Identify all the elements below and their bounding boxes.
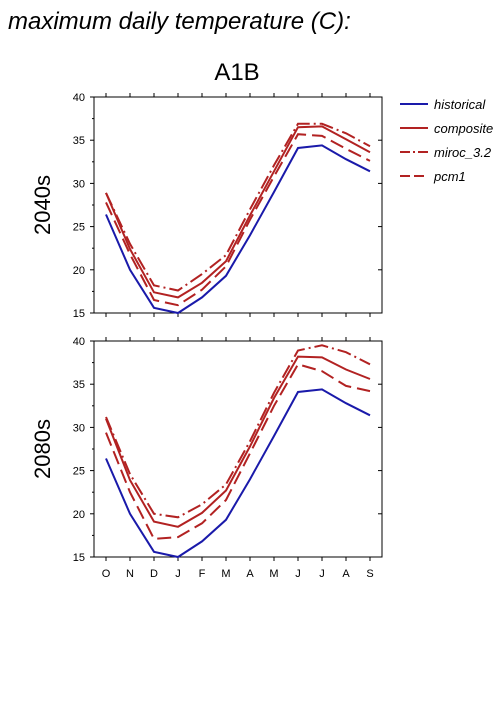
y-tick-label: 25 [73, 466, 85, 478]
series-line-composite [105, 355, 371, 528]
panel-label: 2040s [30, 175, 55, 235]
series-line-miroc_3.2 [105, 122, 371, 292]
y-tick-label: 20 [73, 509, 85, 521]
series-line-composite [105, 125, 371, 299]
panel-2080s: 15 20 25 30 35 40 O N D J F M A M J J A S 2080s [30, 336, 383, 580]
y-tick-label: 20 [73, 265, 85, 277]
x-tick-label: J [295, 568, 301, 580]
legend-label: composite [434, 121, 493, 136]
chart-panels: 15 20 25 30 35 40 2040s 15 20 25 30 35 40 O N D J F M A M J J A… [30, 92, 383, 580]
legend-label: pcm1 [433, 169, 466, 184]
x-tick-label: D [150, 568, 158, 580]
series-line-historical [105, 144, 371, 315]
y-tick-label: 40 [73, 92, 85, 104]
legend-label: historical [434, 97, 486, 112]
y-tick-label: 30 [73, 178, 85, 190]
x-tick-label: F [199, 568, 206, 580]
y-tick-label: 15 [73, 308, 85, 320]
panel-label: 2080s [30, 419, 55, 479]
y-tick-label: 30 [73, 422, 85, 434]
x-tick-label: J [319, 568, 325, 580]
x-tick-label: M [269, 568, 278, 580]
chart-legend: historical composite miroc_3.2 pcm1 [400, 97, 493, 184]
chart-title: A1B [214, 59, 259, 86]
legend-item: historical [400, 97, 486, 112]
x-tick-label: J [175, 568, 181, 580]
panel-2040s: 15 20 25 30 35 40 2040s [30, 92, 383, 320]
y-tick-label: 40 [73, 336, 85, 348]
y-tick-label: 35 [73, 379, 85, 391]
legend-item: pcm1 [400, 169, 466, 184]
x-tick-label: S [366, 568, 373, 580]
legend-label: miroc_3.2 [434, 145, 492, 160]
legend-item: composite [400, 121, 493, 136]
series-line-historical [105, 388, 371, 559]
y-tick-label: 35 [73, 135, 85, 147]
x-tick-label: O [102, 568, 111, 580]
legend-item: miroc_3.2 [400, 145, 492, 160]
series-line-pcm1 [105, 133, 371, 307]
series-line-pcm1 [105, 363, 371, 540]
page-title: maximum daily temperature (C): [8, 8, 351, 35]
x-tick-label: A [342, 568, 350, 580]
x-tick-label: A [246, 568, 254, 580]
x-tick-label: M [221, 568, 230, 580]
x-tick-label: N [126, 568, 134, 580]
y-tick-label: 15 [73, 552, 85, 564]
series-line-miroc_3.2 [105, 344, 371, 519]
y-tick-label: 25 [73, 222, 85, 234]
